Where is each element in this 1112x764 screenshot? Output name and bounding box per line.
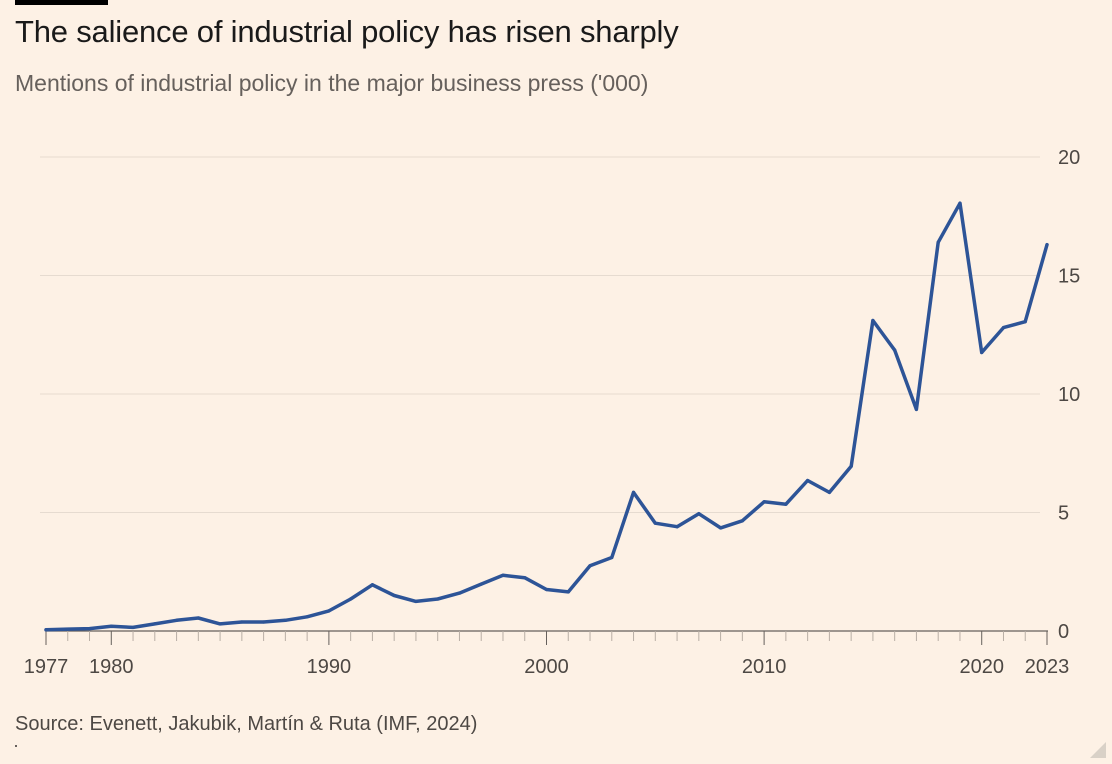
data-point bbox=[958, 201, 962, 205]
data-point bbox=[544, 587, 549, 592]
data-point bbox=[762, 500, 766, 504]
series-line bbox=[44, 201, 1049, 632]
y-tick-label: 0 bbox=[1058, 621, 1069, 643]
y-tick-label: 5 bbox=[1058, 503, 1069, 525]
data-point bbox=[414, 599, 418, 603]
data-point bbox=[675, 525, 679, 529]
corner-dot bbox=[15, 745, 17, 747]
resize-handle-icon[interactable] bbox=[1090, 742, 1106, 758]
data-point bbox=[827, 490, 831, 494]
y-tick-label: 15 bbox=[1058, 266, 1080, 288]
data-point bbox=[1045, 243, 1049, 247]
data-point bbox=[653, 521, 657, 525]
data-point bbox=[153, 622, 157, 626]
x-tick-label: 1980 bbox=[89, 656, 134, 678]
data-point bbox=[697, 512, 701, 516]
y-tick-label: 10 bbox=[1058, 384, 1080, 406]
data-point bbox=[283, 618, 287, 622]
data-point bbox=[457, 591, 462, 595]
data-point bbox=[66, 627, 70, 631]
x-tick-label: 2023 bbox=[1025, 656, 1070, 678]
data-point bbox=[131, 625, 135, 630]
data-point bbox=[1001, 326, 1006, 330]
data-point bbox=[523, 576, 527, 580]
line-chart: 0 5 10 15 20 1977 1980 1990 2000 2010 2020 2023 bbox=[24, 147, 1081, 678]
data-point bbox=[327, 609, 331, 613]
x-axis-labels: 1977 1980 1990 2000 2010 2020 2023 bbox=[24, 656, 1070, 678]
chart-title: The salience of industrial policy has ri… bbox=[15, 14, 679, 49]
data-point bbox=[566, 590, 570, 594]
x-tick-label: 2020 bbox=[959, 656, 1004, 678]
y-tick-label: 20 bbox=[1058, 147, 1080, 169]
data-point bbox=[871, 318, 875, 323]
data-point bbox=[936, 240, 940, 244]
gridlines bbox=[40, 156, 1040, 513]
data-point bbox=[305, 615, 309, 619]
data-point bbox=[718, 526, 723, 530]
brand-top-bar bbox=[15, 0, 108, 5]
data-point bbox=[392, 593, 396, 598]
data-point bbox=[87, 627, 92, 631]
x-tick-label: 1990 bbox=[307, 656, 352, 678]
data-point bbox=[44, 628, 48, 632]
data-point bbox=[370, 583, 375, 587]
data-point bbox=[631, 490, 636, 494]
data-point bbox=[479, 582, 483, 586]
data-point bbox=[349, 597, 353, 601]
source-note: Source: Evenett, Jakubik, Martín & Ruta … bbox=[15, 713, 478, 735]
data-point bbox=[240, 620, 244, 624]
data-point bbox=[436, 597, 440, 601]
data-point bbox=[588, 564, 592, 568]
data-point bbox=[262, 620, 266, 624]
data-point bbox=[980, 350, 984, 355]
data-point bbox=[849, 464, 853, 468]
series-layer bbox=[44, 201, 1049, 632]
x-tick-label: 1977 bbox=[24, 656, 69, 678]
data-point bbox=[1023, 320, 1027, 324]
x-tick-label: 2000 bbox=[524, 656, 569, 678]
data-point bbox=[109, 624, 113, 628]
x-tick-label: 2010 bbox=[742, 656, 787, 678]
data-point bbox=[893, 348, 897, 352]
data-point bbox=[784, 502, 788, 506]
data-point bbox=[218, 622, 222, 626]
data-point bbox=[610, 555, 614, 560]
data-point bbox=[196, 616, 200, 620]
data-point bbox=[806, 478, 810, 483]
data-point bbox=[740, 519, 744, 523]
y-axis-labels: 0 5 10 15 20 bbox=[1058, 147, 1080, 643]
data-point bbox=[174, 618, 179, 622]
chart-subtitle: Mentions of industrial policy in the maj… bbox=[15, 70, 649, 96]
data-point bbox=[914, 407, 919, 412]
x-axis-ticks bbox=[45, 631, 1048, 645]
data-point bbox=[501, 573, 505, 577]
